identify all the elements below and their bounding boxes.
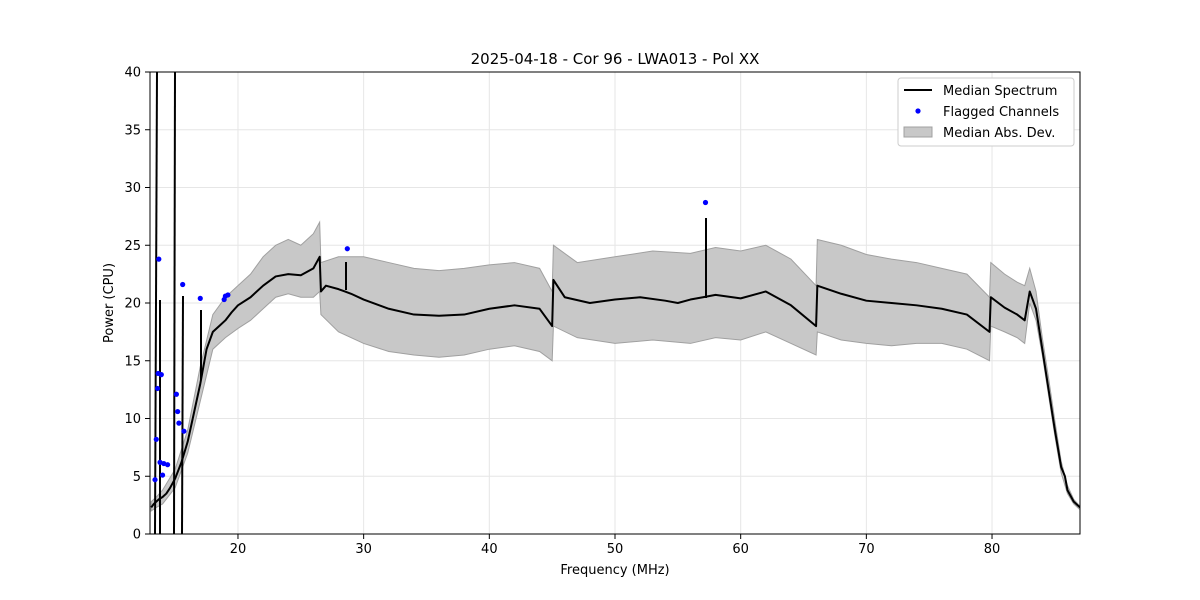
flagged-point (175, 408, 181, 415)
y-tick-label: 35 (124, 123, 141, 138)
legend-flagged-swatch (915, 108, 921, 114)
x-tick-label: 40 (481, 542, 498, 557)
flagged-point (176, 420, 182, 426)
median-abs-dev-band (150, 220, 1080, 512)
legend-mad-swatch (903, 126, 933, 138)
chart-title: 2025-04-18 - Cor 96 - LWA013 - Pol XX (471, 50, 760, 68)
x-axis-ticks: 20 30 40 50 60 70 80 (230, 534, 1001, 557)
flagged-point (225, 292, 231, 298)
legend-box (897, 77, 1075, 147)
flagged-point (159, 472, 166, 478)
flagged-point (153, 436, 159, 442)
x-tick-label: 20 (230, 542, 247, 557)
x-tick-label: 30 (355, 542, 372, 557)
flagged-point (173, 391, 179, 397)
median-spectrum-line (150, 255, 1080, 509)
spike-14-6 (173, 72, 176, 534)
flagged-point (702, 199, 709, 206)
flagged-point (154, 385, 161, 392)
legend-flagged-label: Flagged Channels (943, 105, 1059, 120)
flagged-point (197, 295, 203, 301)
flagged-point (180, 281, 186, 288)
y-axis-label: Power (CPU) (102, 263, 117, 343)
x-tick-label: 50 (607, 542, 624, 557)
y-tick-label: 40 (124, 66, 141, 81)
x-tick-label: 60 (732, 542, 749, 557)
spike-13-4 (154, 72, 158, 534)
y-tick-label: 15 (124, 354, 141, 369)
flagged-point (156, 256, 162, 262)
flagged-point (152, 477, 158, 483)
legend: Median Spectrum Flagged Channels Median … (897, 77, 1075, 147)
x-tick-label: 70 (858, 542, 875, 557)
spike-15-6 (181, 295, 184, 534)
y-tick-label: 10 (124, 412, 141, 427)
y-axis-ticks: 0 5 10 15 20 25 30 35 40 (124, 66, 150, 543)
y-tick-label: 25 (124, 239, 141, 254)
y-tick-label: 5 (133, 470, 141, 485)
y-tick-label: 0 (133, 528, 141, 543)
legend-median-label: Median Spectrum (943, 84, 1057, 99)
legend-mad-label: Median Abs. Dev. (943, 126, 1055, 141)
x-tick-label: 80 (984, 542, 1001, 557)
y-tick-label: 30 (124, 181, 141, 196)
flagged-point (164, 462, 171, 468)
x-axis-label: Frequency (MHz) (560, 563, 669, 578)
flagged-channels (152, 199, 709, 483)
flagged-point (181, 428, 187, 434)
flagged-point (344, 246, 350, 252)
y-tick-label: 20 (124, 297, 141, 312)
flagged-point (158, 372, 164, 378)
